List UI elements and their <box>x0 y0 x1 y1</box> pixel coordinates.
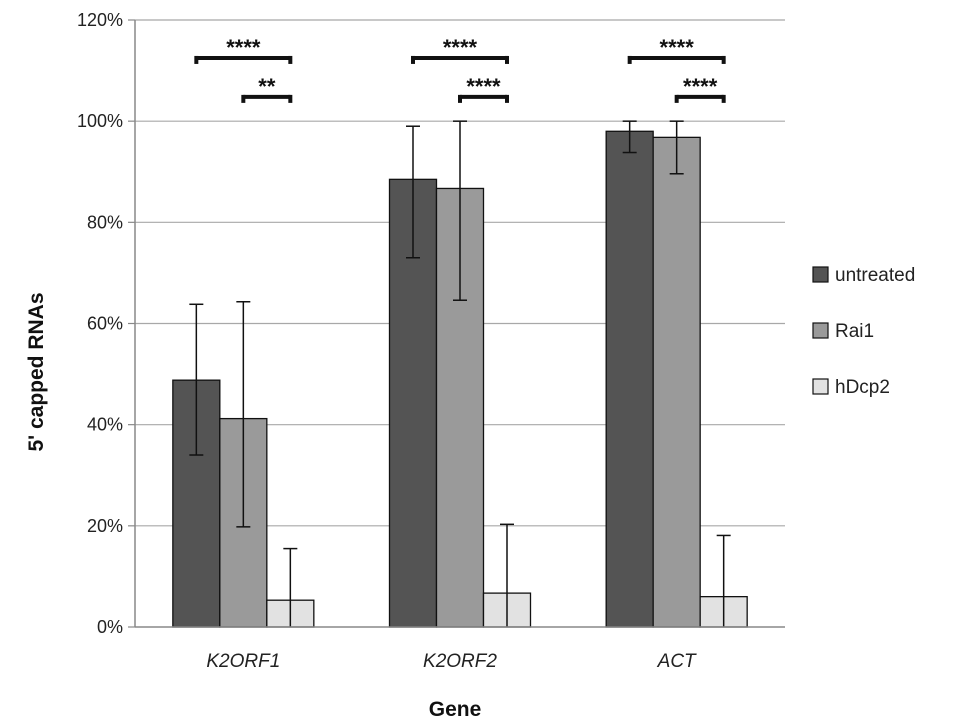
legend-label-hdcp2: hDcp2 <box>835 377 890 398</box>
y-tick-label: 20% <box>87 516 123 536</box>
legend-label-untreated: untreated <box>835 265 915 286</box>
significance-label: **** <box>443 35 478 60</box>
x-axis-title: Gene <box>429 698 482 721</box>
significance-label: **** <box>683 74 718 99</box>
error-bars <box>189 120 731 627</box>
significance-label: ** <box>258 74 276 99</box>
bar-untreated <box>605 130 654 628</box>
x-category-label: K2ORF2 <box>423 651 497 672</box>
bar-rai1 <box>652 136 701 628</box>
y-axis-ticks: 0% 20% 40% 60% 80% 100% 120% <box>77 10 135 637</box>
legend-swatch-rai1 <box>812 322 829 339</box>
y-tick-label: 80% <box>87 212 123 232</box>
significance-brackets: ********************** <box>194 35 726 103</box>
y-tick-label: 40% <box>87 415 123 435</box>
x-category-label: K2ORF1 <box>206 651 280 672</box>
significance-label: **** <box>660 35 695 60</box>
y-tick-label: 120% <box>77 10 123 30</box>
x-category-label: ACT <box>657 651 697 672</box>
y-tick-label: 0% <box>97 617 123 637</box>
y-tick-label: 100% <box>77 111 123 131</box>
legend-label-rai1: Rai1 <box>835 321 874 342</box>
y-tick-label: 60% <box>87 314 123 334</box>
legend-swatch-hdcp2 <box>812 378 829 395</box>
legend-swatch-untreated <box>812 266 829 283</box>
y-axis-title: 5' capped RNAs <box>25 292 48 451</box>
x-axis-categories: K2ORF1 K2ORF2 ACT <box>206 651 697 672</box>
significance-label: **** <box>226 35 261 60</box>
significance-label: **** <box>466 74 501 99</box>
legend: untreated Rai1 hDcp2 <box>812 265 915 398</box>
